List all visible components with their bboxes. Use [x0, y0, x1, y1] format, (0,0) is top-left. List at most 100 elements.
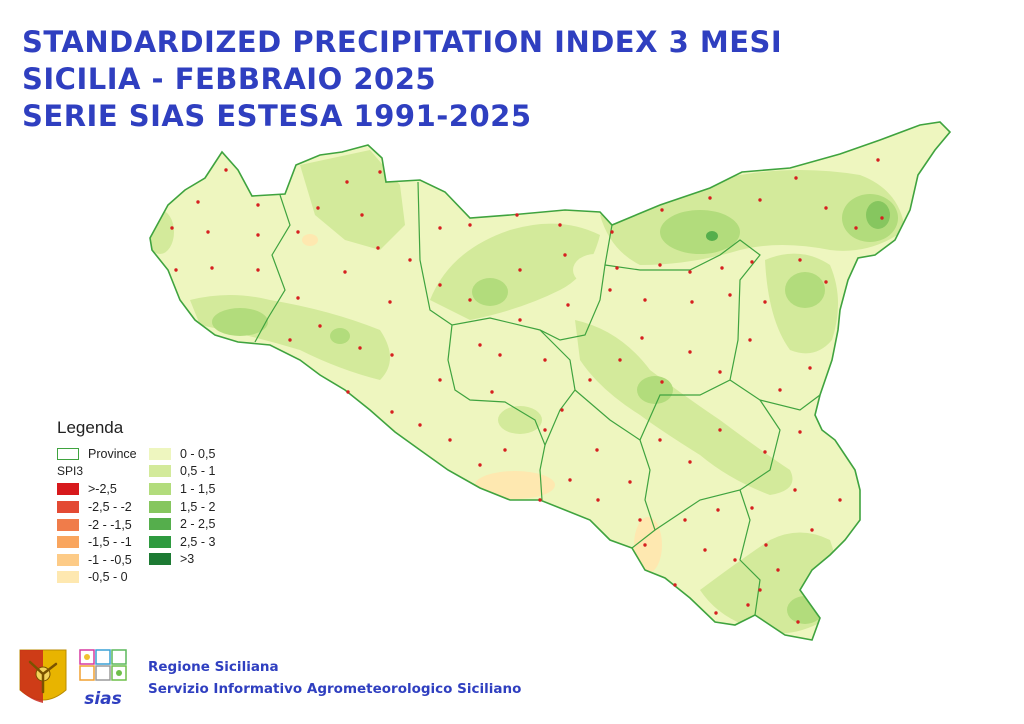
legend-negative-class-label: -2,5 - -2 — [88, 499, 132, 514]
legend-positive-class-row: 1 - 1,5 — [149, 480, 215, 498]
station-point — [358, 346, 362, 350]
spi-zone-16 — [472, 278, 508, 306]
legend-negative-class-row: -2 - -1,5 — [57, 516, 137, 534]
legend-negative-class-swatch — [57, 536, 79, 549]
station-point — [638, 518, 642, 522]
station-point — [776, 568, 780, 572]
station-point — [468, 298, 472, 302]
station-point — [318, 324, 322, 328]
legend-positive-class-label: >3 — [180, 552, 195, 567]
legend-negative-class-row: -1 - -0,5 — [57, 551, 137, 569]
station-point — [388, 300, 392, 304]
station-point — [563, 253, 567, 257]
legend-positive-class-row: 0 - 0,5 — [149, 445, 215, 463]
legend-positive-class-row: 2 - 2,5 — [149, 515, 215, 533]
station-point — [596, 498, 600, 502]
legend-negative-class-swatch — [57, 500, 79, 513]
station-point — [345, 180, 349, 184]
station-point — [824, 280, 828, 284]
sias-logo: sias — [79, 649, 127, 709]
legend-positive-classes: 0 - 0,5 0,5 - 1 1 - 1,5 1,5 - 2 2 - 2,5 2,5 -… — [149, 445, 215, 568]
station-point — [478, 343, 482, 347]
station-point — [566, 303, 570, 307]
station-point — [718, 428, 722, 432]
station-point — [595, 448, 599, 452]
spi-zone-14 — [637, 376, 673, 404]
station-point — [688, 270, 692, 274]
spi-zone-6 — [866, 201, 890, 229]
legend-positive-class-row: 2,5 - 3 — [149, 533, 215, 551]
station-point — [750, 260, 754, 264]
station-points — [170, 158, 884, 624]
legend-positive-class-label: 0 - 0,5 — [180, 446, 216, 461]
station-point — [764, 543, 768, 547]
station-point — [610, 230, 614, 234]
spi-zone-0 — [300, 150, 405, 250]
station-point — [683, 518, 687, 522]
legend-positive-class-label: 1,5 - 2 — [180, 499, 216, 514]
station-point — [448, 438, 452, 442]
spi-zone-15 — [498, 406, 542, 434]
station-point — [714, 611, 718, 615]
station-point — [543, 358, 547, 362]
station-point — [558, 223, 562, 227]
station-point — [418, 423, 422, 427]
legend-positive-class-swatch — [149, 500, 171, 513]
station-point — [810, 528, 814, 532]
station-point — [256, 203, 260, 207]
station-point — [824, 206, 828, 210]
station-point — [390, 410, 394, 414]
station-point — [288, 338, 292, 342]
legend-negative-class-row: -0,5 - 0 — [57, 569, 137, 587]
sias-logo-text: sias — [84, 689, 122, 709]
legend-heading: Legenda — [57, 418, 124, 437]
station-point — [518, 318, 522, 322]
station-point — [296, 296, 300, 300]
station-point — [543, 428, 547, 432]
station-point — [748, 338, 752, 342]
legend-positive-class-row: 0,5 - 1 — [149, 463, 215, 481]
station-point — [196, 200, 200, 204]
legend-negative-class-row: -1,5 - -1 — [57, 533, 137, 551]
station-point — [408, 258, 412, 262]
spi-zone-20 — [634, 517, 662, 573]
legend-negative-classes: >-2,5 -2,5 - -2 -2 - -1,5 -1,5 - -1 -1 - -0,… — [57, 481, 137, 587]
station-point — [703, 548, 707, 552]
station-point — [763, 300, 767, 304]
title-line-3: SERIE SIAS ESTESA 1991-2025 — [22, 99, 532, 133]
station-point — [515, 213, 519, 217]
legend-negative-class-label: >-2,5 — [88, 482, 117, 497]
station-point — [796, 620, 800, 624]
spi-zone-1 — [430, 223, 600, 320]
station-point — [560, 408, 564, 412]
legend-positive-class-swatch — [149, 553, 171, 566]
legend-positive-class-label: 2 - 2,5 — [180, 517, 216, 532]
legend-negative-class-swatch — [57, 553, 79, 566]
legend-negative-class-swatch — [57, 518, 79, 531]
station-point — [174, 268, 178, 272]
legend-negative-class-row: -2,5 - -2 — [57, 498, 137, 516]
station-point — [718, 370, 722, 374]
weather-icon-sun — [79, 649, 95, 665]
station-point — [658, 438, 662, 442]
station-point — [438, 378, 442, 382]
station-point — [503, 448, 507, 452]
legend: Legenda Province SPI3 >-2,5 -2,5 - -2 -2 -… — [57, 418, 277, 608]
station-point — [640, 336, 644, 340]
station-point — [660, 380, 664, 384]
station-point — [518, 268, 522, 272]
station-point — [608, 288, 612, 292]
spi-zone-11 — [330, 328, 350, 344]
station-point — [690, 300, 694, 304]
station-point — [880, 216, 884, 220]
index-label: SPI3 — [57, 463, 84, 478]
station-point — [615, 266, 619, 270]
station-point — [170, 226, 174, 230]
legend-negative-class-swatch — [57, 483, 79, 496]
legend-negative-class-label: -1,5 - -1 — [88, 535, 132, 550]
station-point — [618, 358, 622, 362]
station-point — [390, 353, 394, 357]
spi-zone-18 — [787, 596, 823, 624]
weather-icon-leaf — [111, 649, 127, 665]
